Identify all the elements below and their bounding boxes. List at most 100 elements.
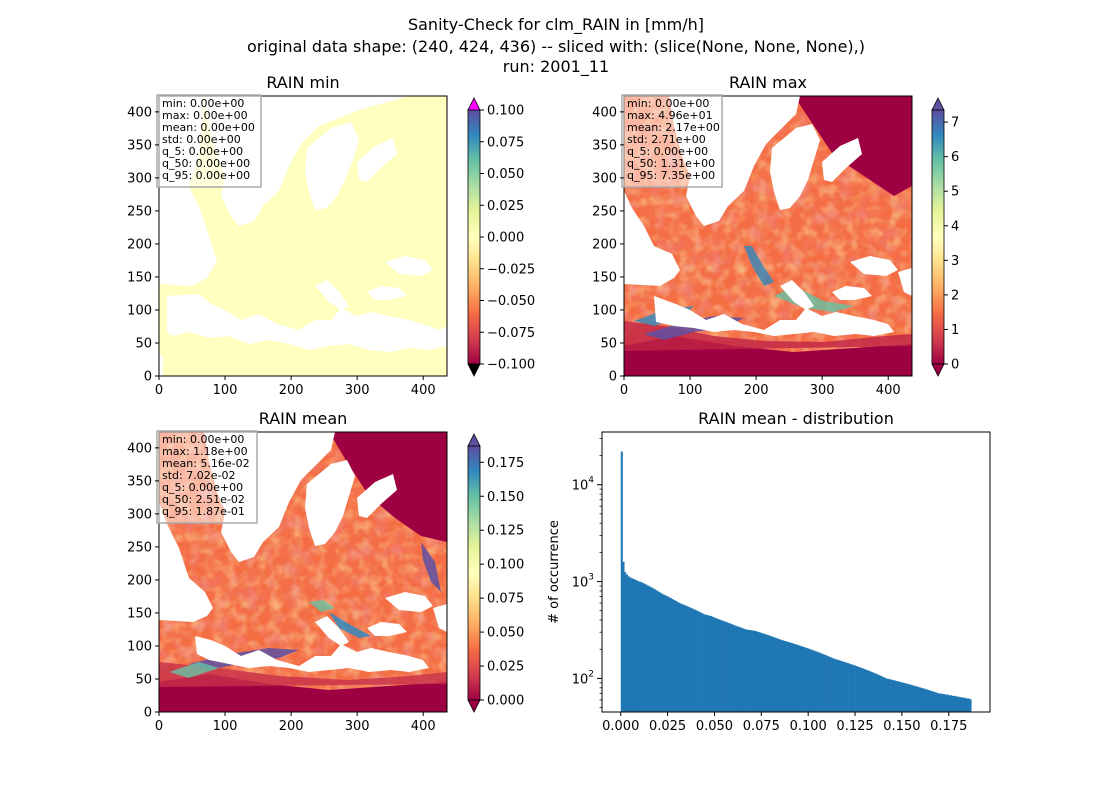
y-tick-label: 103 xyxy=(572,573,594,591)
colorbar-tick-label: 1 xyxy=(951,323,959,338)
histogram-bar xyxy=(634,579,637,712)
histogram-bar xyxy=(813,650,816,712)
colorbar-tick-label: 0.150 xyxy=(487,490,524,505)
histogram-bar xyxy=(781,640,785,712)
histogram-bar xyxy=(913,685,916,712)
histogram-bar xyxy=(704,614,707,712)
histogram-bar xyxy=(825,655,828,712)
histogram-bar xyxy=(930,691,933,712)
histogram-bar xyxy=(689,607,692,712)
histogram-bar xyxy=(648,586,651,712)
histogram-bar xyxy=(892,680,895,712)
x-tick-label: 100 xyxy=(678,383,703,398)
histogram-bar xyxy=(627,576,630,712)
y-tick-label: 200 xyxy=(127,573,152,588)
stat-mean: mean: 5.16e-02 xyxy=(162,457,250,470)
histogram-bar xyxy=(776,638,779,712)
colorbar-rain-mean: 0.175 0.150 0.125 0.100 0.075 0.050 0.025 0.000 xyxy=(467,433,524,713)
histogram-bar xyxy=(894,680,897,712)
histogram-bar xyxy=(852,664,855,712)
histogram-bar xyxy=(636,580,639,712)
histogram-bar xyxy=(958,697,962,712)
y-tick-label: 250 xyxy=(127,540,152,555)
y-tick-label: 100 xyxy=(127,639,152,654)
colorbar-tick-label: 0.175 xyxy=(487,456,524,471)
histogram-bar xyxy=(778,639,781,712)
colorbar-under-arrow xyxy=(467,363,481,377)
histogram-bar xyxy=(950,695,953,712)
histogram-bar xyxy=(682,604,685,712)
colorbar-over-arrow xyxy=(931,97,945,111)
histogram-bar xyxy=(857,666,860,712)
histogram-bar xyxy=(897,681,900,712)
colorbar-tick-label: 0.050 xyxy=(487,626,524,641)
y-tick-label: 50 xyxy=(135,672,152,687)
histogram-bar xyxy=(799,645,802,712)
histogram-bar xyxy=(946,694,949,712)
y-tick-label: 100 xyxy=(592,303,617,318)
y-tick-label: 0 xyxy=(609,370,617,385)
histogram-bar xyxy=(724,621,727,712)
stat-q5: q_5: 0.00e+00 xyxy=(627,145,708,158)
histogram-bar xyxy=(739,627,742,712)
histogram-bar xyxy=(848,663,851,712)
panel-rain-max: RAIN max min: 0.0 xyxy=(592,73,959,398)
x-tick-label: 0.125 xyxy=(836,719,873,734)
y-tick-label: 150 xyxy=(127,606,152,621)
panel-rain-mean-distribution: RAIN mean - distribution # of occurrence… xyxy=(547,409,991,734)
histogram-bar xyxy=(801,646,804,712)
histogram-bar xyxy=(669,598,672,712)
x-tick-label: 0 xyxy=(155,719,163,734)
histogram-bar xyxy=(969,699,972,712)
map-rain-max: min: 0.00e+00 max: 4.96e+01 mean: 2.17e+… xyxy=(621,94,913,377)
stats-box: min: 0.00e+00 max: 4.96e+01 mean: 2.17e+… xyxy=(621,94,723,188)
histogram-bar xyxy=(902,682,905,712)
panel-title: RAIN mean - distribution xyxy=(698,409,894,428)
histogram-bar xyxy=(831,657,834,712)
histogram-bar xyxy=(964,697,967,712)
histogram-bar xyxy=(750,630,753,712)
y-axis: 0 50 100 150 200 250 300 350 400 xyxy=(592,105,624,385)
histogram-bar xyxy=(873,672,876,712)
histogram-bar xyxy=(845,662,848,712)
histogram-bar xyxy=(650,587,653,712)
histogram-bar xyxy=(810,649,813,712)
histogram-bar xyxy=(773,637,776,712)
stat-max: max: 4.96e+01 xyxy=(627,109,713,122)
colorbar-tick-label: 7 xyxy=(951,116,959,131)
panel-title: RAIN mean xyxy=(259,409,348,428)
histogram-bar xyxy=(715,618,718,712)
panel-rain-mean: RAIN mean min: 0.00e+00 xyxy=(127,409,524,734)
histogram-bar xyxy=(874,673,877,712)
histogram-bar xyxy=(967,698,970,712)
y-tick-label: 150 xyxy=(127,270,152,285)
histogram-bar xyxy=(708,615,711,712)
histogram-bar xyxy=(960,697,963,712)
histogram-bar xyxy=(834,659,837,712)
histogram-bar xyxy=(685,605,688,712)
histogram-bar xyxy=(703,614,706,712)
histogram-bar xyxy=(668,597,671,712)
histogram-bar xyxy=(757,631,760,712)
x-tick-label: 0.150 xyxy=(883,719,920,734)
histogram-bar xyxy=(787,641,790,712)
histogram-bar xyxy=(694,609,697,712)
colorbar-tick-label: −0.075 xyxy=(487,326,535,341)
stat-q50: q_50: 2.51e-02 xyxy=(162,493,245,506)
histogram-bar xyxy=(953,695,956,712)
colorbar-tick-label: 0.000 xyxy=(487,231,524,246)
histogram-bar xyxy=(683,605,686,712)
histogram-bar xyxy=(866,670,869,712)
histogram-bar xyxy=(790,643,793,712)
histogram-bar xyxy=(804,647,807,712)
histogram-bar xyxy=(904,683,907,712)
x-tick-label: 0 xyxy=(620,383,628,398)
colorbar-tick-label: −0.100 xyxy=(487,358,535,373)
histogram-bar xyxy=(796,644,799,712)
histogram-bar xyxy=(762,633,765,712)
stat-q95: q_95: 0.00e+00 xyxy=(162,169,250,182)
y-tick-label: 250 xyxy=(127,204,152,219)
histogram-bar xyxy=(846,663,849,712)
histogram-bar xyxy=(771,636,774,712)
